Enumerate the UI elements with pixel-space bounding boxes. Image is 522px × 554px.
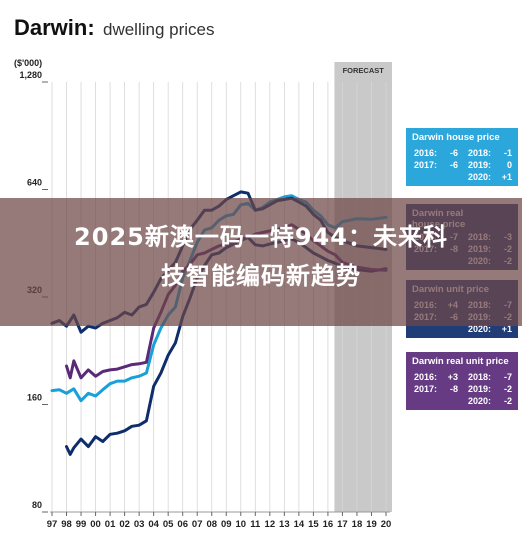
x-tick-label: 11: [250, 519, 261, 530]
y-tick-label: 1,280: [19, 70, 42, 80]
legend-row-value: -1: [504, 148, 512, 158]
x-tick-label: 98: [61, 519, 72, 530]
legend-card-fill: [406, 352, 518, 410]
legend-row-label: 2017:: [414, 384, 437, 394]
legend-row-label: 2019:: [468, 384, 491, 394]
y-tick-label: 160: [27, 393, 42, 403]
x-tick-label: 17: [337, 519, 348, 530]
x-tick-label: 06: [177, 519, 188, 530]
legend-row-value: +1: [502, 172, 512, 182]
x-tick-label: 00: [90, 519, 101, 530]
x-tick-label: 99: [76, 519, 87, 530]
x-tick-label: 09: [221, 519, 232, 530]
chart-title: Darwin:: [14, 15, 95, 40]
legend-row-label: 2016:: [414, 372, 437, 382]
x-tick-label: 18: [352, 519, 363, 530]
overlay-banner: [0, 198, 522, 326]
x-tick-label: 07: [192, 519, 203, 530]
x-tick-label: 10: [235, 519, 246, 530]
x-tick-label: 03: [134, 519, 145, 530]
chart-title-group: Darwin: dwelling prices ($'000): [14, 15, 215, 68]
x-axis-ticks: 97 98 99 00 01 02 03 04 05 06 07 08 09 10 11 12 13 14 15 16…: [47, 512, 392, 530]
legend-card-title: Darwin real unit price: [412, 356, 509, 367]
x-tick-label: 08: [206, 519, 217, 530]
legend-row-label: 2020:: [468, 396, 491, 406]
x-tick-label: 97: [47, 519, 58, 530]
legend-row-label: 2016:: [414, 148, 437, 158]
legend-row-label: 2019:: [468, 160, 491, 170]
x-tick-label: 19: [366, 519, 377, 530]
legend-row-label: 2018:: [468, 372, 491, 382]
forecast-label: FORECAST: [343, 66, 385, 75]
x-tick-label: 12: [265, 519, 276, 530]
x-tick-label: 15: [308, 519, 319, 530]
overlay-headline-line2: 技智能编码新趋势: [161, 262, 361, 290]
legend-row-value: -6: [450, 148, 458, 158]
legend-row-value: -8: [450, 384, 458, 394]
x-tick-label: 20: [381, 519, 392, 530]
legend-row-label: 2020:: [468, 172, 491, 182]
overlay-headline-line1: 2025新澳一码一特944：未来科: [74, 223, 448, 251]
legend-row-value: +3: [448, 372, 458, 382]
legend-row-label: 2020:: [468, 324, 491, 334]
x-tick-label: 14: [294, 519, 305, 530]
y-axis-unit-label: ($'000): [14, 58, 42, 68]
legend-card-title: Darwin house price: [412, 132, 500, 143]
x-tick-label: 16: [323, 519, 334, 530]
legend-row-value: -6: [450, 160, 458, 170]
chart-subtitle: dwelling prices: [103, 20, 215, 39]
legend-row-value: -7: [504, 372, 512, 382]
x-tick-label: 04: [148, 519, 159, 530]
x-tick-label: 02: [119, 519, 130, 530]
legend-row-value: 0: [507, 160, 512, 170]
legend-row-value: -2: [504, 396, 512, 406]
x-tick-label: 01: [105, 519, 116, 530]
legend-row-label: 2017:: [414, 160, 437, 170]
legend-card-fill: [406, 128, 518, 186]
legend-row-label: 2018:: [468, 148, 491, 158]
legend-row-value: -2: [504, 384, 512, 394]
x-tick-label: 13: [279, 519, 290, 530]
y-tick-label: 640: [27, 178, 42, 188]
legend-row-value: +1: [502, 324, 512, 334]
y-tick-label: 80: [32, 500, 42, 510]
x-tick-label: 05: [163, 519, 174, 530]
